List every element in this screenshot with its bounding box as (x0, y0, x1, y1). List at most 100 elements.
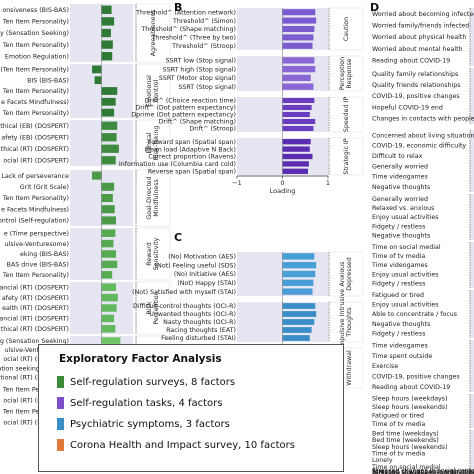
item-label: ocial (RT) (DOSPERT) (3, 398, 69, 405)
factor-band (470, 470, 474, 474)
loading-bar (282, 319, 315, 325)
item-label: Time of tv media (371, 451, 425, 458)
item-label: SSRT (Stop signal) (178, 84, 236, 91)
item-label: BIS (BIS-BAS) (27, 77, 69, 84)
loading-bar (282, 168, 308, 174)
item-label: Threshold^ (Shape matching) (140, 26, 236, 33)
item-label: Time spent outside (371, 353, 432, 360)
item-label: (Not) Satisfied with myself (STAI) (132, 289, 236, 296)
factor-name: AnxiousDepressed (339, 257, 353, 290)
loading-bar (101, 121, 118, 130)
loading-bar (101, 133, 117, 142)
item-label: Sleep hours (weekends) (372, 404, 448, 411)
item-label: Information use (Columbia card cold) (119, 161, 236, 168)
legend-label-psychiatric: Psychiatric symptoms, 3 factors (70, 418, 230, 430)
factor-band (470, 8, 474, 66)
item-label: Control (Self-regulation) (0, 218, 69, 225)
item-label: e Facets Mindfulness) (1, 99, 69, 106)
item-label: SSRT low (Stop signal) (166, 58, 236, 65)
factor-band (470, 242, 474, 288)
loading-bar (101, 325, 116, 333)
loading-bar (282, 146, 310, 152)
item-label: ocial (RT) (DOSPERT) (3, 356, 69, 363)
item-label: ation seeking (UPPS-P) (0, 365, 69, 372)
item-label: BAS drive (BIS-BAS) (7, 262, 69, 269)
legend-swatch-corona (57, 439, 64, 451)
item-label: reational (RT) (DOSPERT) (0, 375, 69, 382)
item-label: Negative thoughts (372, 233, 430, 240)
item-label: COVID-19, economic difficulty (372, 143, 466, 150)
item-label: Dprime (Dot pattern expectancy) (131, 112, 236, 119)
factor-strip (135, 227, 171, 281)
loading-bar (101, 17, 115, 26)
factor-strip (328, 96, 364, 133)
item-label: Lack of perseverance (1, 173, 69, 180)
item-label: Able to concentrate / focus (372, 311, 457, 318)
item-label: (Not) Happy (STAI) (177, 280, 236, 287)
item-label: Time videogames (371, 342, 428, 349)
item-label: SSRT (Motor stop signal) (159, 75, 236, 82)
item-label: Enjoy usual activities (372, 271, 439, 278)
loading-bar (282, 104, 312, 111)
item-label: Sleep hours (weekends) (372, 444, 448, 451)
item-label: Ten Item Personality) (2, 42, 69, 49)
item-label: eking (BIS-BAS) (20, 251, 69, 258)
loading-bar (101, 28, 111, 38)
factor-name: EmotionalControl (146, 75, 160, 107)
item-label: Nasty thoughts (OCI-R) (163, 319, 236, 326)
factor-band (470, 394, 474, 428)
item-label: ocial (RT) (DOSPERT) (3, 157, 69, 164)
x-axis-label: Loading (270, 187, 296, 195)
loading-bar (282, 42, 313, 49)
factor-strip (328, 137, 364, 176)
legend-swatch-psychiatric (57, 418, 64, 430)
loading-bar (101, 5, 112, 14)
item-label: Time videogames (371, 262, 428, 269)
item-label: Fidgety / restless (372, 223, 425, 230)
loading-bar (101, 260, 118, 269)
loading-bar (282, 9, 316, 16)
factor-strip (135, 281, 171, 335)
factor-band (470, 130, 474, 192)
factor-band (470, 194, 474, 240)
factor-name: RewardSensitivity (146, 237, 160, 270)
item-label: Drift^ (Dot pattern expectancy) (135, 105, 236, 112)
item-label: Correct proportion (Ravens) (148, 154, 236, 161)
item-label: Threshold^ (Simon) (172, 18, 236, 25)
item-label: Worried about physical health (372, 34, 466, 41)
legend-label-corona: Corona Health and Impact survey, 10 fact… (70, 439, 295, 451)
item-label: Time on social medial (371, 244, 441, 251)
loading-bar (282, 125, 314, 132)
loading-bar (282, 83, 314, 90)
loading-bar (282, 253, 315, 260)
panel-letter-b: B (174, 1, 182, 14)
legend: Exploratory Factor Analysis Self-regulat… (38, 344, 344, 472)
item-label: Reading about COVID-19 (372, 384, 450, 391)
loading-bar (101, 293, 118, 302)
item-label: Enjoy usual activities (372, 302, 439, 309)
item-label: Reverse span (Spatial span) (148, 169, 236, 176)
item-label: ocial (RT) (DOSPERT) (3, 420, 69, 427)
loading-bar (101, 337, 121, 344)
loading-bar (282, 311, 317, 317)
loading-bar (282, 335, 310, 341)
legend-item-surveys: Self-regulation surveys, 8 factors (57, 375, 235, 389)
item-label: COVID-19, positive changes (372, 93, 460, 100)
item-label: Bed time (weekdays) (372, 431, 439, 438)
factor-name: Strategic IP (343, 138, 350, 174)
legend-swatch-tasks (57, 397, 64, 409)
item-label: Negative thoughts (372, 184, 430, 191)
loading-bar (282, 327, 312, 333)
item-label: Grit (Grit Scale) (20, 184, 69, 191)
item-label: Negative thoughts (372, 321, 430, 328)
loading-bar (101, 156, 116, 165)
factor-strip (135, 169, 171, 227)
panel-b: Caution Threshold^ (Attention network) Thr… (119, 7, 364, 195)
factor-name: Compulsive IntrusiveThoughts (339, 289, 353, 355)
loading-bar (282, 288, 313, 295)
item-label: Racing thoughts (EAT) (166, 327, 236, 334)
loading-bar (282, 270, 316, 278)
legend-item-psychiatric: Psychiatric symptoms, 3 factors (57, 417, 230, 431)
loading-bar (282, 25, 315, 33)
legend-label-tasks: Self-regulation tasks, 4 factors (70, 397, 223, 409)
